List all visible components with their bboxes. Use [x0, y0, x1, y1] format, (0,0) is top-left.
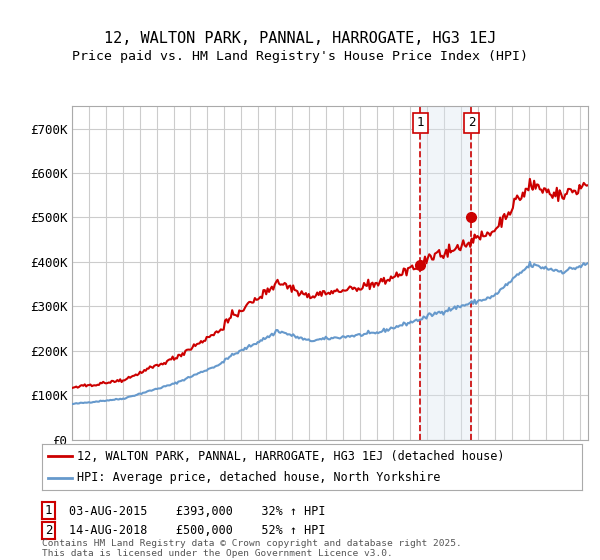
Text: Contains HM Land Registry data © Crown copyright and database right 2025.
This d: Contains HM Land Registry data © Crown c…	[42, 539, 462, 558]
Text: 12, WALTON PARK, PANNAL, HARROGATE, HG3 1EJ: 12, WALTON PARK, PANNAL, HARROGATE, HG3 …	[104, 31, 496, 46]
Text: 2: 2	[45, 524, 52, 537]
Text: 03-AUG-2015    £393,000    32% ↑ HPI: 03-AUG-2015 £393,000 32% ↑ HPI	[69, 505, 325, 518]
Text: 1: 1	[45, 504, 52, 517]
Text: 1: 1	[416, 116, 424, 129]
Bar	[420, 106, 472, 440]
Text: HPI: Average price, detached house, North Yorkshire: HPI: Average price, detached house, Nort…	[77, 471, 440, 484]
Text: Price paid vs. HM Land Registry's House Price Index (HPI): Price paid vs. HM Land Registry's House …	[72, 50, 528, 63]
Text: 14-AUG-2018    £500,000    52% ↑ HPI: 14-AUG-2018 £500,000 52% ↑ HPI	[69, 524, 325, 538]
Text: 2: 2	[467, 116, 475, 129]
Text: 12, WALTON PARK, PANNAL, HARROGATE, HG3 1EJ (detached house): 12, WALTON PARK, PANNAL, HARROGATE, HG3 …	[77, 450, 505, 463]
